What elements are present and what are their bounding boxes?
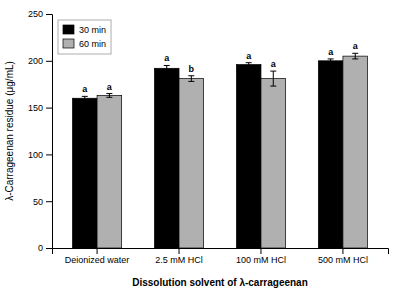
error-cap [246, 62, 252, 63]
bar [97, 95, 122, 248]
legend-swatch [63, 39, 74, 48]
legend-item: 30 min [63, 25, 106, 35]
x-tick: 100 mM HCl [236, 248, 286, 265]
error-cap [106, 93, 112, 94]
error-bar [109, 94, 110, 98]
bar [179, 79, 204, 248]
y-axis-title: λ-Carrageenan residue (μg/mL) [4, 61, 15, 201]
x-tick: 2.5 mM HCl [155, 248, 203, 265]
y-tick-mark [46, 108, 52, 109]
letter-label: a [82, 84, 88, 94]
y-tick-label: 0 [38, 243, 43, 253]
bar [72, 98, 97, 248]
bar [261, 79, 286, 248]
series [97, 53, 367, 248]
y-tick-mark [46, 201, 52, 202]
y-tick-mark [46, 14, 52, 15]
legend-label: 30 min [79, 25, 106, 35]
x-tick-mark [97, 248, 98, 254]
x-tick-label: 500 mM HCl [318, 255, 368, 265]
error-bar [166, 65, 167, 71]
y-axis: 0 50 100 150 200 250 [28, 9, 53, 253]
error-cap [246, 66, 252, 67]
series [72, 59, 342, 248]
y-tick-label: 200 [28, 56, 43, 66]
legend-frame [58, 20, 111, 54]
letter-label: a [353, 41, 359, 51]
y-tick-label: 100 [28, 150, 43, 160]
error-bar [248, 63, 249, 67]
y-tick: 100 [28, 150, 52, 160]
x-tick-label: Deionized water [65, 255, 130, 265]
bar [236, 65, 261, 248]
letter-label: b [189, 64, 195, 74]
error-bar [191, 76, 192, 82]
y-tick: 250 [28, 9, 52, 19]
error-bar [355, 53, 356, 59]
y-tick: 50 [33, 197, 52, 207]
error-bars [82, 59, 334, 100]
error-cap [82, 100, 88, 101]
legend-swatch [63, 25, 74, 34]
letters: a a a a a b a a [82, 41, 358, 94]
error-cap [164, 65, 170, 66]
x-tick: Deionized water [65, 248, 130, 265]
error-cap [352, 58, 358, 59]
y-tick-mark [46, 61, 52, 62]
chart: 0 50 100 150 200 250 Deionized water 2.5 mM HCl… [0, 0, 398, 294]
y-tick-label: 150 [28, 103, 43, 113]
x-tick-mark [260, 248, 261, 254]
legend: 30 min 60 min [58, 20, 111, 54]
y-tick-label: 50 [33, 197, 43, 207]
letter-label: a [246, 51, 252, 61]
legend-item: 60 min [63, 39, 106, 49]
letter-label: a [164, 53, 170, 63]
y-axis-line [46, 15, 53, 249]
error-cap [106, 97, 112, 98]
y-tick-mark [46, 248, 52, 249]
error-bar [273, 71, 274, 86]
error-cap [270, 86, 276, 87]
error-bar [330, 59, 331, 63]
y-tick: 150 [28, 103, 52, 113]
error-cap [188, 75, 194, 76]
y-tick: 200 [28, 56, 52, 66]
x-tick-label: 2.5 mM HCl [155, 255, 203, 265]
x-tick: 500 mM HCl [318, 248, 368, 265]
x-tick-mark [179, 248, 180, 254]
x-axis-title: Dissolution solvent of λ-carrageenan [132, 277, 308, 288]
bar [154, 68, 179, 248]
x-axis-line [53, 249, 389, 255]
letter-label: a [107, 82, 113, 92]
error-cap [270, 71, 276, 72]
y-tick: 0 [38, 243, 52, 253]
error-cap [352, 53, 358, 54]
error-bars [106, 53, 358, 97]
error-cap [164, 71, 170, 72]
letter-label: a [328, 47, 334, 57]
error-cap [328, 62, 334, 63]
y-tick-label: 250 [28, 9, 43, 19]
x-axis: Deionized water 2.5 mM HCl 100 mM HCl 500 m… [53, 248, 389, 265]
marks [72, 53, 367, 248]
bar [318, 61, 343, 248]
error-bar [84, 96, 85, 100]
letter-label: a [271, 59, 277, 69]
legend-label: 60 min [79, 39, 106, 49]
error-cap [82, 96, 88, 97]
error-cap [188, 81, 194, 82]
y-tick-mark [46, 154, 52, 155]
x-tick-mark [342, 248, 343, 254]
error-cap [328, 58, 334, 59]
x-tick-label: 100 mM HCl [236, 255, 286, 265]
bar [343, 56, 368, 248]
plot: 0 50 100 150 200 250 Deionized water 2.5 mM HCl… [28, 9, 389, 265]
